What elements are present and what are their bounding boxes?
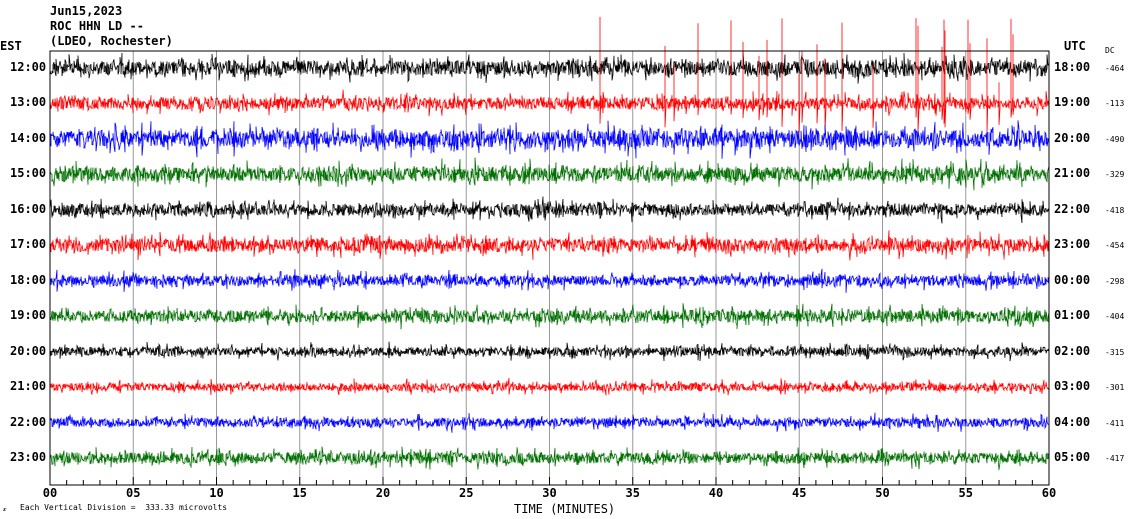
dc-offset-value: -454	[1105, 241, 1125, 250]
trace-row-1500	[49, 157, 1050, 191]
x-tick-label: 20	[375, 486, 391, 500]
trace-row-1900	[49, 303, 1050, 330]
dc-label: DC	[1105, 46, 1115, 55]
est-label: EST	[0, 39, 22, 53]
trace-row-1200	[49, 51, 1050, 84]
x-tick-label: 55	[958, 486, 973, 500]
date-title: Jun15,2023	[50, 4, 123, 18]
trace-row-2100	[49, 377, 1050, 396]
x-tick-label: 35	[625, 486, 640, 500]
dc-offset-value: -464	[1105, 64, 1125, 73]
utc-hour-label: 04:00	[1054, 415, 1091, 429]
x-tick-label: 30	[542, 486, 557, 500]
est-hour-label: 14:00	[10, 131, 47, 145]
dc-offset-value: -411	[1105, 419, 1125, 428]
utc-hour-label: 22:00	[1054, 202, 1091, 216]
est-hour-label: 13:00	[10, 95, 47, 109]
dc-offset-value: -315	[1105, 348, 1125, 357]
utc-hour-label: 00:00	[1054, 273, 1091, 287]
est-hour-label: 16:00	[10, 202, 47, 216]
x-tick-label: 15	[292, 486, 307, 500]
est-hour-label: 20:00	[10, 344, 47, 358]
utc-label: UTC	[1064, 39, 1086, 53]
trace-row-2200	[49, 412, 1050, 433]
trace-row-1700	[49, 230, 1050, 261]
est-hour-label: 12:00	[10, 60, 47, 74]
dc-offset-value: -417	[1105, 454, 1125, 463]
trace-row-2000	[49, 341, 1050, 362]
x-tick-label: 50	[875, 486, 890, 500]
trace-row-1300	[49, 16, 1050, 133]
dc-offset-value: -404	[1105, 312, 1125, 321]
est-hour-label: 21:00	[10, 379, 47, 393]
network-title: (LDEO, Rochester)	[50, 34, 173, 48]
x-tick-label: 05	[126, 486, 141, 500]
x-tick-label: 60	[1041, 486, 1057, 500]
trace-row-1800	[49, 268, 1050, 293]
utc-hour-label: 02:00	[1054, 344, 1091, 358]
x-tick-label: 25	[459, 486, 474, 500]
station-title: ROC HHN LD --	[50, 19, 144, 33]
utc-hour-label: 05:00	[1054, 450, 1091, 464]
est-hour-label: 18:00	[10, 273, 47, 287]
dc-offset-value: -298	[1105, 277, 1125, 286]
est-hour-label: 23:00	[10, 450, 47, 464]
est-hour-label: 22:00	[10, 415, 47, 429]
trace-row-2300	[49, 446, 1050, 471]
utc-hour-label: 01:00	[1054, 308, 1091, 322]
dc-offset-value: -113	[1105, 99, 1125, 108]
dc-offset-value: -418	[1105, 206, 1125, 215]
x-tick-label: 40	[708, 486, 724, 500]
x-tick-label: 10	[209, 486, 224, 500]
scale-text: Each Vertical Division = 333.33 microvol…	[20, 503, 228, 512]
utc-hour-label: 23:00	[1054, 237, 1091, 251]
dc-offset-value: -301	[1105, 383, 1125, 392]
utc-hour-label: 19:00	[1054, 95, 1091, 109]
est-hour-label: 19:00	[10, 308, 47, 322]
trace-row-1600	[49, 196, 1050, 224]
utc-hour-label: 21:00	[1054, 166, 1091, 180]
est-hour-label: 15:00	[10, 166, 47, 180]
utc-hour-label: 03:00	[1054, 379, 1091, 393]
x-tick-label: 00	[42, 486, 58, 500]
scale-mark: 𝓍	[3, 505, 7, 513]
utc-hour-label: 18:00	[1054, 60, 1091, 74]
dc-offset-value: -329	[1105, 170, 1125, 179]
dc-offset-value: -490	[1105, 135, 1125, 144]
x-tick-label: 45	[792, 486, 807, 500]
trace-row-1400	[49, 120, 1050, 159]
utc-hour-label: 20:00	[1054, 131, 1091, 145]
x-axis-label: TIME (MINUTES)	[514, 502, 616, 516]
est-hour-label: 17:00	[10, 237, 47, 251]
